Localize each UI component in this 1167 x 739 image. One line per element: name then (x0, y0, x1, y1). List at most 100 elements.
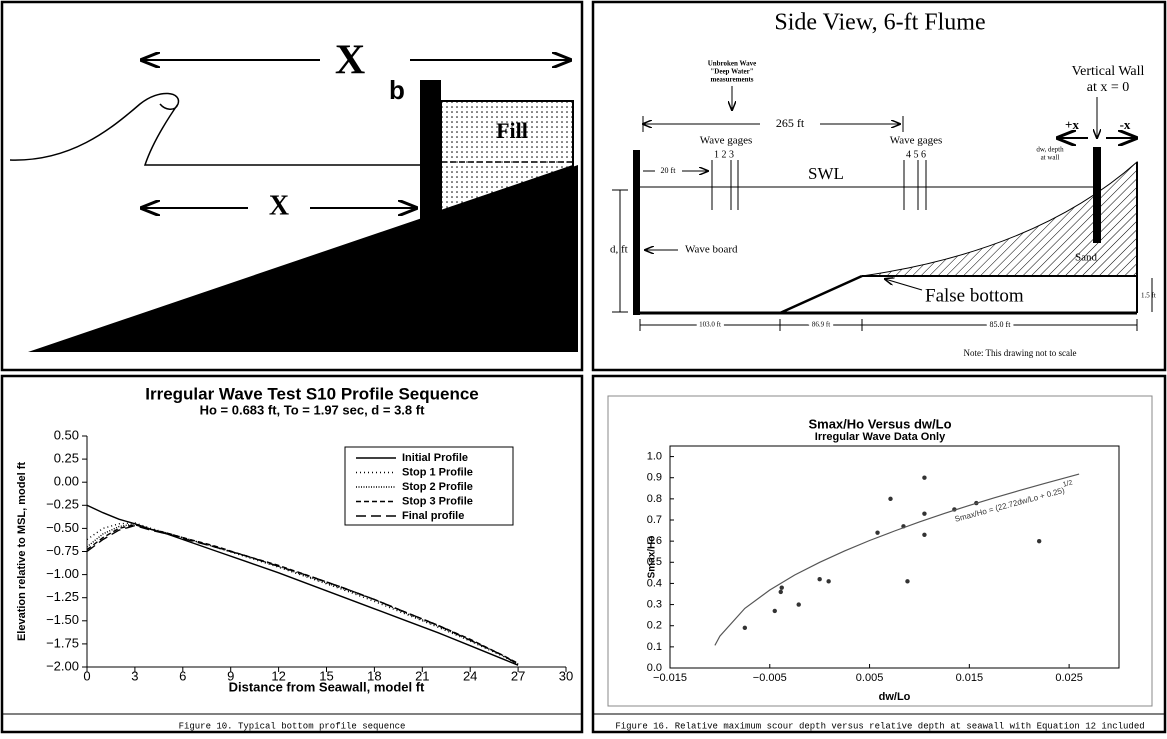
x-tick-label: 12 (271, 668, 285, 683)
legend-box (344, 446, 514, 526)
data-point (817, 577, 822, 582)
x-tick-label: 27 (511, 668, 525, 683)
x-tick-label: 18 (367, 668, 381, 683)
y-tick-label: −0.75 (46, 543, 79, 558)
wall-diagram: X b X Fill (9, 38, 578, 352)
caption: Figure 10. Typical bottom profile sequen… (179, 721, 406, 731)
label: 4 5 6 (906, 149, 926, 160)
legend-label: Initial Profile (402, 452, 468, 464)
data-point (922, 532, 927, 537)
x-tick-label: 0 (83, 668, 90, 683)
x-tick-label: 0.005 (856, 672, 884, 684)
label: 86.9 ft (812, 321, 830, 329)
data-point (922, 511, 927, 516)
legend-label: Stop 1 Profile (402, 466, 473, 478)
label: 85.0 ft (990, 320, 1012, 329)
label: Sand (1075, 252, 1098, 264)
chart-title: Irregular Wave Test S10 Profile Sequence (145, 384, 479, 403)
chart-0: Irregular Wave Test S10 Profile Sequence… (16, 384, 573, 731)
data-point (888, 496, 893, 502)
profile-line (86, 522, 519, 665)
label: Fill (496, 118, 528, 143)
x-tick-label: 30 (559, 668, 573, 683)
x-tick-label: 15 (319, 668, 333, 683)
chart-subtitle: Ho = 0.683 ft, To = 1.97 sec, d = 3.8 ft (200, 402, 425, 417)
label: +x (1065, 117, 1079, 132)
profile-line (86, 523, 519, 664)
chart-title: Smax/Ho Versus dw/Lo (808, 416, 951, 431)
legend-label: Final profile (402, 510, 464, 522)
y-tick-label: 1.0 (647, 450, 662, 462)
y-tick-label: 0.50 (54, 427, 79, 442)
label: Unbroken Wave (708, 60, 757, 68)
x-tick-label: 6 (179, 668, 186, 683)
label: 103.0 ft (699, 321, 721, 329)
y-tick-label: 0.8 (647, 493, 662, 505)
y-tick-label: 0.00 (54, 474, 79, 489)
label: False bottom (925, 285, 1024, 306)
data-point (875, 530, 880, 535)
y-tick-label: 0.7 (647, 514, 662, 526)
label: 20 ft (661, 166, 677, 175)
label: SWL (808, 164, 844, 183)
data-point (772, 608, 777, 614)
label: at wall (1041, 154, 1060, 162)
y-tick-label: 0.3 (647, 598, 662, 610)
annotation-exponent: 1/2 (1062, 479, 1073, 488)
data-point (779, 585, 784, 590)
data-point (922, 475, 927, 480)
caption: Figure 16. Relative maximum scour depth … (615, 721, 1144, 731)
y-tick-label: −1.00 (46, 566, 79, 581)
x-tick-label: 21 (415, 668, 429, 683)
y-axis-label: Smax/Ho (647, 536, 658, 579)
x-axis-label: Distance from Seawall, model ft (229, 679, 425, 694)
y-tick-label: 0.6 (647, 535, 662, 547)
profile-line (86, 504, 519, 666)
y-tick-label: 0.9 (647, 472, 662, 484)
x-tick-label: −0.005 (753, 672, 787, 684)
y-tick-label: 0.0 (647, 662, 662, 674)
data-point (796, 602, 801, 607)
label: X (269, 190, 289, 221)
label: dw, depth (1036, 146, 1064, 154)
y-tick-label: −0.25 (46, 497, 79, 512)
data-point (826, 579, 831, 584)
y-tick-label: −1.75 (46, 635, 79, 650)
label: -x (1120, 117, 1131, 132)
label: at x = 0 (1087, 80, 1130, 95)
x-tick-label: 9 (227, 668, 234, 683)
y-tick-label: 0.4 (647, 577, 662, 589)
y-tick-label: 0.1 (647, 641, 662, 653)
flume-diagram: Side View, 6-ft Flume Unbroken Wave "Dee… (610, 10, 1156, 359)
label: measurements (710, 76, 753, 84)
x-tick-label: 3 (131, 668, 138, 683)
fit-curve (714, 473, 1080, 646)
chart-frame (607, 395, 1153, 707)
profile-line (86, 523, 519, 665)
y-tick-label: −1.25 (46, 589, 79, 604)
y-tick-label: −1.50 (46, 612, 79, 627)
x-tick-label: 0.015 (956, 672, 984, 684)
data-point (1036, 538, 1042, 544)
data-point (742, 625, 748, 631)
y-tick-label: −2.00 (46, 658, 79, 673)
label: Wave board (685, 244, 738, 256)
label: Wave gages (890, 135, 943, 147)
profile-line (86, 524, 519, 665)
label: Vertical Wall (1072, 64, 1145, 79)
label: Wave gages (700, 135, 753, 147)
label: 265 ft (776, 116, 805, 130)
x-axis-label: dw/Lo (879, 691, 911, 703)
plot-frame (669, 445, 1120, 669)
legend-label: Stop 3 Profile (402, 495, 473, 507)
label: X (335, 38, 365, 84)
x-tick-label: 0.025 (1055, 672, 1083, 684)
title: Side View, 6-ft Flume (774, 10, 985, 36)
label: d, ft (610, 244, 628, 256)
y-tick-label: 0.25 (54, 451, 79, 466)
x-tick-label: 24 (463, 668, 477, 683)
